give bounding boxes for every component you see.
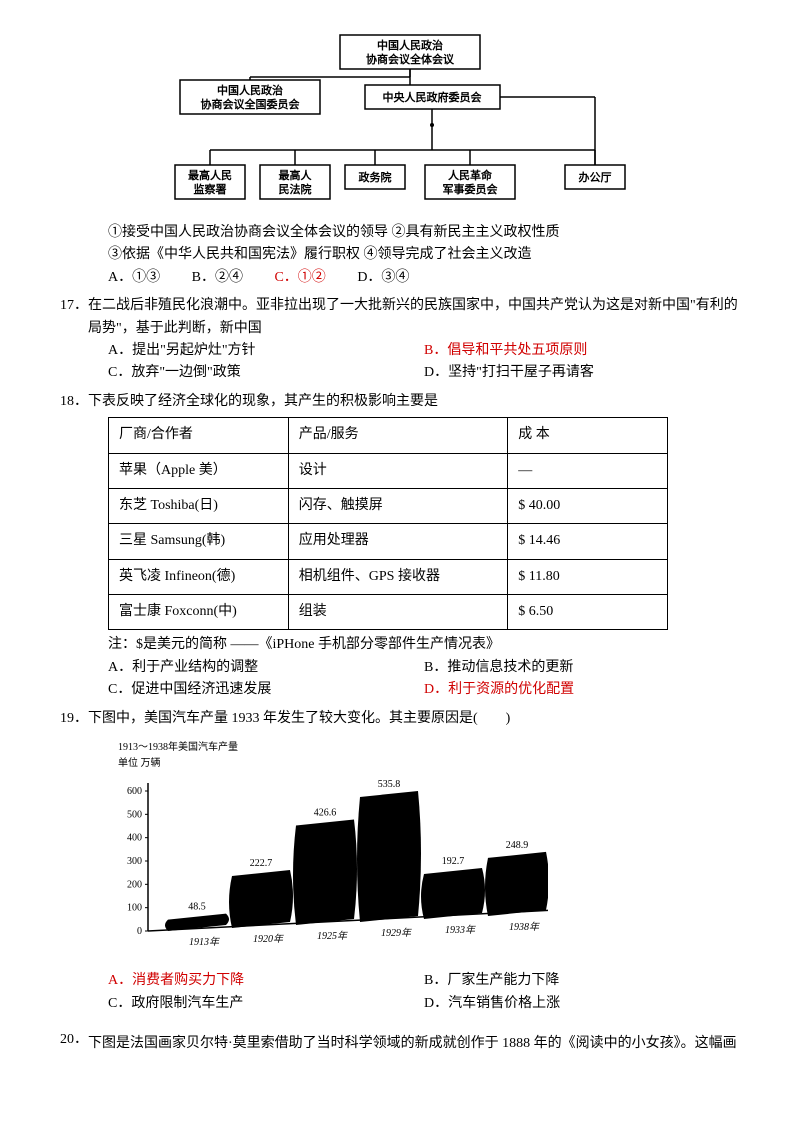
th-cost: 成 本 bbox=[508, 418, 668, 453]
svg-text:政务院: 政务院 bbox=[359, 170, 392, 184]
q16-statement-1: ①接受中国人民政治协商会议全体会议的领导 ②具有新民主主义政权性质 bbox=[108, 222, 740, 244]
table-row: 富士康 Foxconn(中) 组装 $ 6.50 bbox=[109, 595, 668, 630]
q17-num: 17． bbox=[60, 295, 88, 317]
svg-text:人民革命: 人民革命 bbox=[448, 168, 493, 182]
question-17: 17． 在二战后非殖民化浪潮中。亚非拉出现了一大批新兴的民族国家中，中国共产党认… bbox=[60, 295, 740, 340]
q19-text: 下图中，美国汽车产量 1933 年发生了较大变化。其主要原因是( ) bbox=[88, 708, 740, 730]
svg-text:1933年: 1933年 bbox=[445, 924, 476, 936]
q18-note: 注：$是美元的简称 ——《iPHone 手机部分零部件生产情况表》 bbox=[108, 634, 740, 656]
q19-opt-a: A．消费者购买力下降 bbox=[108, 970, 424, 992]
svg-text:100: 100 bbox=[127, 903, 142, 914]
svg-text:中国人民政治: 中国人民政治 bbox=[377, 38, 443, 52]
bar-chart-svg: 1913～1938年美国汽车产量单位 万辆 0 100 200 300 400 500 600… bbox=[108, 736, 548, 956]
q17-text: 在二战后非殖民化浪潮中。亚非拉出现了一大批新兴的民族国家中，中国共产党认为这是对… bbox=[88, 295, 740, 340]
svg-text:1913～1938年美国汽车产量: 1913～1938年美国汽车产量 bbox=[118, 740, 238, 753]
q18-num: 18． bbox=[60, 391, 88, 413]
question-20: 20． 下图是法国画家贝尔特·莫里索借助了当时科学领域的新成就创作于 1888 … bbox=[60, 1029, 740, 1060]
q19-options-row1: A．消费者购买力下降 B．厂家生产能力下降 bbox=[108, 970, 740, 992]
svg-text:单位 万辆: 单位 万辆 bbox=[118, 756, 161, 769]
svg-text:400: 400 bbox=[127, 833, 142, 844]
svg-text:中国人民政治: 中国人民政治 bbox=[217, 83, 283, 97]
svg-text:民法院: 民法院 bbox=[279, 182, 312, 196]
q19-chart: 1913～1938年美国汽车产量单位 万辆 0 100 200 300 400 500 600… bbox=[108, 736, 740, 964]
question-18: 18． 下表反映了经济全球化的现象，其产生的积极影响主要是 bbox=[60, 391, 740, 413]
q16-statement-2: ③依据《中华人民共和国宪法》履行职权 ④领导完成了社会主义改造 bbox=[108, 244, 740, 266]
q18-options-row2: C．促进中国经济迅速发展 D．利于资源的优化配置 bbox=[108, 679, 740, 701]
svg-text:最高人民: 最高人民 bbox=[188, 168, 232, 182]
q18-opt-d: D．利于资源的优化配置 bbox=[424, 679, 740, 701]
q16-opt-c: C．①② bbox=[274, 270, 325, 285]
svg-text:监察署: 监察署 bbox=[194, 182, 227, 196]
svg-text:1938年: 1938年 bbox=[509, 921, 540, 933]
svg-text:协商会议全国委员会: 协商会议全国委员会 bbox=[201, 97, 301, 111]
org-diagram-svg: 中国人民政治 协商会议全体会议 中国人民政治 协商会议全国委员会 中央人民政府委… bbox=[140, 30, 660, 210]
svg-text:1929年: 1929年 bbox=[381, 927, 412, 939]
q17-opt-d: D．坚持"打扫干屋子再请客 bbox=[424, 362, 740, 384]
q19-num: 19． bbox=[60, 708, 88, 730]
q19-opt-c: C．政府限制汽车生产 bbox=[108, 993, 424, 1015]
svg-text:200: 200 bbox=[127, 879, 142, 890]
table-row: 英飞凌 Infineon(德) 相机组件、GPS 接收器 $ 11.80 bbox=[109, 559, 668, 594]
q20-num: 20． bbox=[60, 1029, 88, 1051]
q19-opt-d: D．汽车销售价格上涨 bbox=[424, 993, 740, 1015]
q18-options-row1: A．利于产业结构的调整 B．推动信息技术的更新 bbox=[108, 657, 740, 679]
q18-opt-b: B．推动信息技术的更新 bbox=[424, 657, 740, 679]
svg-text:192.7: 192.7 bbox=[442, 856, 465, 867]
q17-options-row2: C．放弃"一边倒"政策 D．坚持"打扫干屋子再请客 bbox=[108, 362, 740, 384]
svg-text:222.7: 222.7 bbox=[250, 858, 273, 869]
svg-text:最高人: 最高人 bbox=[279, 168, 313, 182]
table-row: 苹果（Apple 美） 设计 — bbox=[109, 453, 668, 488]
svg-text:426.6: 426.6 bbox=[314, 807, 337, 818]
q17-opt-c: C．放弃"一边倒"政策 bbox=[108, 362, 424, 384]
q17-opt-b: B．倡导和平共处五项原则 bbox=[424, 340, 740, 362]
svg-text:48.5: 48.5 bbox=[188, 902, 206, 913]
q16-opt-b: B．②④ bbox=[192, 270, 243, 285]
q17-opt-a: A．提出"另起炉灶"方针 bbox=[108, 340, 424, 362]
svg-text:1913年: 1913年 bbox=[189, 936, 220, 948]
svg-text:中央人民政府委员会: 中央人民政府委员会 bbox=[383, 90, 483, 104]
q18-table: 厂商/合作者 产品/服务 成 本 苹果（Apple 美） 设计 — 东芝 Tos… bbox=[108, 417, 668, 630]
svg-text:协商会议全体会议: 协商会议全体会议 bbox=[366, 52, 455, 66]
th-product: 产品/服务 bbox=[288, 418, 508, 453]
svg-text:600: 600 bbox=[127, 786, 142, 797]
svg-text:300: 300 bbox=[127, 856, 142, 867]
q19-opt-b: B．厂家生产能力下降 bbox=[424, 970, 740, 992]
svg-text:办公厅: 办公厅 bbox=[579, 170, 612, 184]
svg-text:1920年: 1920年 bbox=[253, 933, 284, 945]
th-manufacturer: 厂商/合作者 bbox=[109, 418, 289, 453]
q18-opt-c: C．促进中国经济迅速发展 bbox=[108, 679, 424, 701]
q19-options-row2: C．政府限制汽车生产 D．汽车销售价格上涨 bbox=[108, 993, 740, 1015]
q16-opt-a: A．①③ bbox=[108, 270, 160, 285]
svg-text:0: 0 bbox=[137, 926, 142, 937]
table-row: 东芝 Toshiba(日) 闪存、触摸屏 $ 40.00 bbox=[109, 488, 668, 523]
q18-opt-a: A．利于产业结构的调整 bbox=[108, 657, 424, 679]
svg-text:535.8: 535.8 bbox=[378, 779, 401, 790]
svg-text:500: 500 bbox=[127, 809, 142, 820]
question-19: 19． 下图中，美国汽车产量 1933 年发生了较大变化。其主要原因是( ) bbox=[60, 708, 740, 730]
q16-options: A．①③ B．②④ C．①② D．③④ bbox=[108, 267, 740, 289]
q20-text: 下图是法国画家贝尔特·莫里索借助了当时科学领域的新成就创作于 1888 年的《阅… bbox=[88, 1029, 740, 1060]
svg-text:1925年: 1925年 bbox=[317, 930, 348, 942]
table-row: 三星 Samsung(韩) 应用处理器 $ 14.46 bbox=[109, 524, 668, 559]
table-header-row: 厂商/合作者 产品/服务 成 本 bbox=[109, 418, 668, 453]
org-chart: 中国人民政治 协商会议全体会议 中国人民政治 协商会议全国委员会 中央人民政府委… bbox=[140, 30, 660, 210]
q17-options-row1: A．提出"另起炉灶"方针 B．倡导和平共处五项原则 bbox=[108, 340, 740, 362]
q16-opt-d: D．③④ bbox=[357, 270, 409, 285]
q18-text: 下表反映了经济全球化的现象，其产生的积极影响主要是 bbox=[88, 391, 740, 413]
svg-text:248.9: 248.9 bbox=[506, 840, 529, 851]
svg-text:军事委员会: 军事委员会 bbox=[443, 182, 499, 196]
